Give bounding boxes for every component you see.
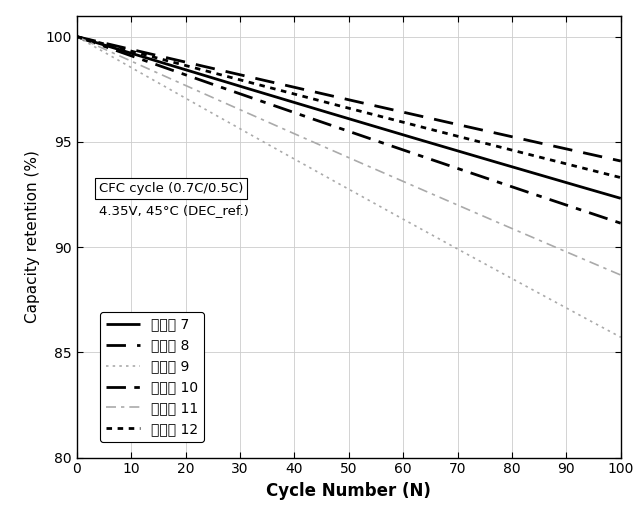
X-axis label: Cycle Number (N): Cycle Number (N): [266, 482, 431, 500]
Y-axis label: Capacity retention (%): Capacity retention (%): [25, 150, 40, 323]
Text: 4.35V, 45°C (DEC_ref.): 4.35V, 45°C (DEC_ref.): [99, 204, 248, 217]
Legend: 実施例 7, 実施例 8, 実施例 9, 実施例 10, 実施例 11, 実施例 12: 実施例 7, 実施例 8, 実施例 9, 実施例 10, 実施例 11, 実施例…: [100, 312, 204, 442]
Text: CFC cycle (0.7C/0.5C): CFC cycle (0.7C/0.5C): [99, 181, 243, 194]
